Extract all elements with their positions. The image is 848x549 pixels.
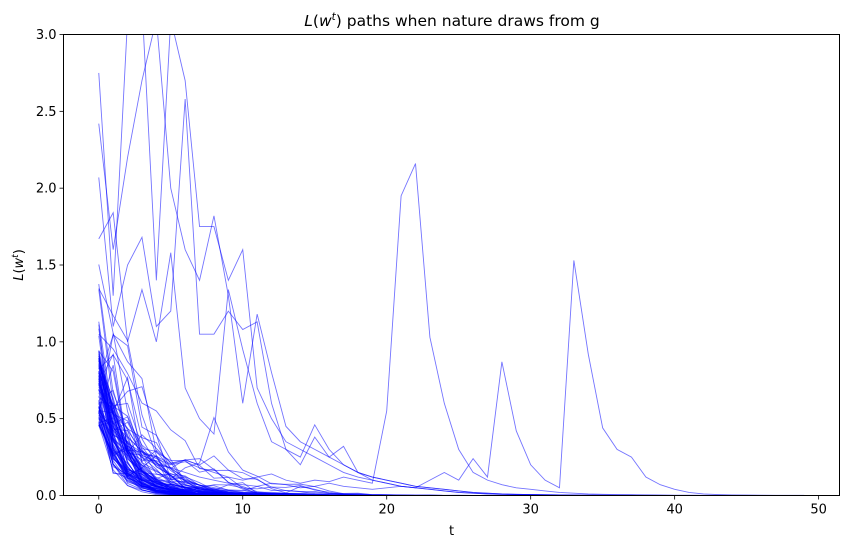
chart-title-sup: t — [332, 11, 337, 23]
series-line-88 — [98, 383, 805, 496]
series-line-18 — [98, 418, 805, 496]
series-line-59 — [98, 406, 805, 496]
series-line-98 — [98, 350, 805, 496]
series-line-95 — [98, 422, 805, 496]
series-line-2 — [98, 34, 805, 496]
y-tick-label: 0.5 — [36, 412, 57, 427]
series-line-57 — [98, 384, 805, 496]
x-tick-label: 50 — [810, 503, 827, 518]
y-axis-label-sup: t — [11, 254, 21, 258]
chart-title-open: ( — [313, 12, 319, 30]
x-tick-label: 10 — [234, 503, 251, 518]
x-tick-label: 30 — [522, 503, 539, 518]
series-line-72 — [98, 386, 805, 496]
series-line-54 — [98, 289, 805, 496]
x-axis-label: t — [449, 524, 454, 539]
series-line-0 — [98, 163, 805, 496]
series-line-65 — [98, 384, 805, 496]
y-tick-label: 2.5 — [36, 105, 57, 120]
y-axis-label-open: ( — [12, 268, 27, 273]
series-line-52 — [98, 423, 805, 496]
y-axis-label-close: ) — [12, 249, 27, 254]
series-line-36 — [98, 395, 805, 496]
series-line-55 — [98, 406, 805, 496]
series-line-64 — [98, 403, 805, 496]
series-line-68 — [98, 376, 805, 496]
y-tick-label: 2.0 — [36, 182, 57, 197]
y-axis-label: L(wt) — [11, 249, 27, 281]
series-line-27 — [98, 406, 805, 496]
series-line-99 — [98, 360, 805, 496]
series-line-12 — [98, 360, 805, 496]
series-line-92 — [98, 362, 805, 496]
series-line-94 — [98, 402, 805, 496]
series-line-22 — [98, 409, 805, 496]
y-tick-label: 0.0 — [36, 489, 57, 504]
series-line-37 — [98, 372, 805, 496]
series-line-19 — [98, 402, 805, 496]
series-line-20 — [98, 328, 805, 496]
y-axis-label-l: L — [12, 274, 27, 281]
series-line-96 — [98, 264, 805, 496]
y-axis: 0.0 0.5 1.0 1.5 2.0 2.5 3.0 — [36, 28, 64, 504]
series-line-63 — [98, 288, 805, 496]
series-line-11 — [98, 409, 805, 496]
series-line-89 — [98, 332, 805, 496]
series-line-66 — [98, 416, 805, 496]
x-tick-label: 20 — [378, 503, 395, 518]
series-line-74 — [98, 386, 805, 496]
series-line-44 — [98, 382, 805, 496]
series-line-35 — [98, 389, 805, 496]
series-line-58 — [98, 370, 805, 496]
series-line-61 — [98, 417, 805, 496]
series-line-1 — [98, 260, 805, 496]
chart-title-l: L — [304, 12, 313, 30]
y-tick-label: 3.0 — [36, 28, 57, 43]
chart-title: L(wt) paths when nature draws from g — [304, 11, 599, 30]
series-layer — [98, 34, 805, 496]
series-line-60 — [98, 406, 805, 496]
series-line-16 — [98, 392, 805, 496]
series-line-77 — [98, 390, 805, 496]
series-line-30 — [98, 420, 805, 496]
series-line-76 — [98, 406, 805, 496]
series-line-39 — [98, 335, 805, 496]
series-line-5 — [98, 211, 805, 496]
series-line-46 — [98, 417, 805, 496]
series-line-4 — [98, 99, 805, 496]
series-line-62 — [98, 374, 805, 496]
series-line-78 — [98, 372, 805, 496]
series-line-32 — [98, 388, 805, 496]
series-line-49 — [98, 334, 805, 496]
x-tick-label: 0 — [95, 503, 103, 518]
x-tick-label: 40 — [666, 503, 683, 518]
series-line-51 — [98, 284, 805, 496]
series-line-83 — [98, 371, 805, 496]
series-line-80 — [98, 389, 805, 496]
chart-title-rest: paths when nature draws from g — [342, 12, 600, 30]
series-line-70 — [98, 422, 805, 496]
series-line-38 — [98, 420, 805, 496]
series-line-15 — [98, 350, 805, 496]
series-line-87 — [98, 350, 805, 496]
y-tick-label: 1.5 — [36, 259, 57, 274]
y-axis-label-w: w — [12, 257, 27, 268]
chart-title-w: w — [319, 12, 332, 30]
x-axis: 0 10 20 30 40 50 — [95, 495, 827, 518]
series-line-14 — [98, 389, 805, 496]
series-line-34 — [98, 375, 805, 496]
y-tick-label: 1.0 — [36, 335, 57, 350]
series-line-17 — [98, 408, 805, 496]
chart-title-close: ) — [336, 12, 342, 30]
series-line-56 — [98, 372, 805, 496]
series-line-13 — [98, 383, 805, 496]
